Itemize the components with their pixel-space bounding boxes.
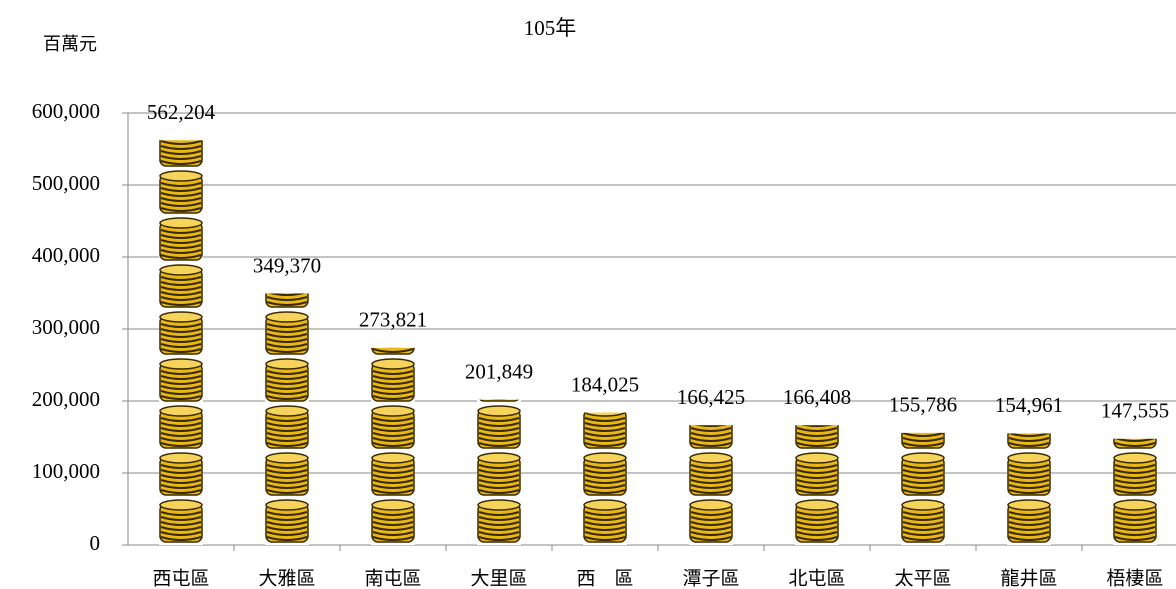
bar — [689, 425, 733, 545]
value-label: 562,204 — [147, 100, 216, 124]
bar — [159, 140, 203, 545]
bar — [1113, 439, 1157, 545]
y-tick-label: 600,000 — [32, 99, 100, 123]
bar — [371, 348, 415, 545]
bar — [265, 293, 309, 545]
bar — [583, 413, 627, 545]
bar — [795, 425, 839, 545]
chart: 百萬元 105年 0 100,000 200,000 300,000 400,000 50… — [0, 0, 1176, 589]
value-label: 349,370 — [253, 253, 321, 277]
y-tick-label: 400,000 — [32, 243, 100, 267]
value-label: 154,961 — [995, 393, 1063, 417]
bar — [901, 433, 945, 545]
x-tick-label: 太平區 — [894, 568, 951, 589]
x-tick-label: 西屯區 — [152, 568, 209, 589]
value-label: 166,425 — [677, 385, 745, 409]
x-tick-label: 西 區 — [576, 568, 633, 589]
y-tick-label: 100,000 — [32, 459, 100, 483]
x-tick-label: 龍井區 — [1000, 568, 1057, 589]
x-tick-label: 大雅區 — [258, 568, 315, 589]
x-tick-label: 南屯區 — [364, 568, 421, 589]
x-tick-label: 大里區 — [470, 568, 527, 589]
bar — [1007, 433, 1051, 545]
value-label: 273,821 — [359, 308, 427, 332]
value-label: 201,849 — [465, 359, 533, 383]
chart-title: 105年 — [524, 16, 577, 40]
y-unit-label: 百萬元 — [43, 34, 97, 55]
value-label: 155,786 — [889, 393, 957, 417]
x-tick-label: 梧棲區 — [1106, 568, 1163, 589]
value-label: 147,555 — [1101, 399, 1169, 423]
y-tick-label: 500,000 — [32, 171, 100, 195]
y-tick-label: 0 — [90, 531, 101, 555]
value-label: 166,408 — [783, 385, 851, 409]
y-tick-label: 200,000 — [32, 387, 100, 411]
y-tick-label: 300,000 — [32, 315, 100, 339]
value-label: 184,025 — [571, 372, 639, 396]
x-tick-label: 北屯區 — [788, 568, 845, 589]
x-tick-label: 潭子區 — [682, 568, 739, 589]
bar — [477, 400, 521, 545]
